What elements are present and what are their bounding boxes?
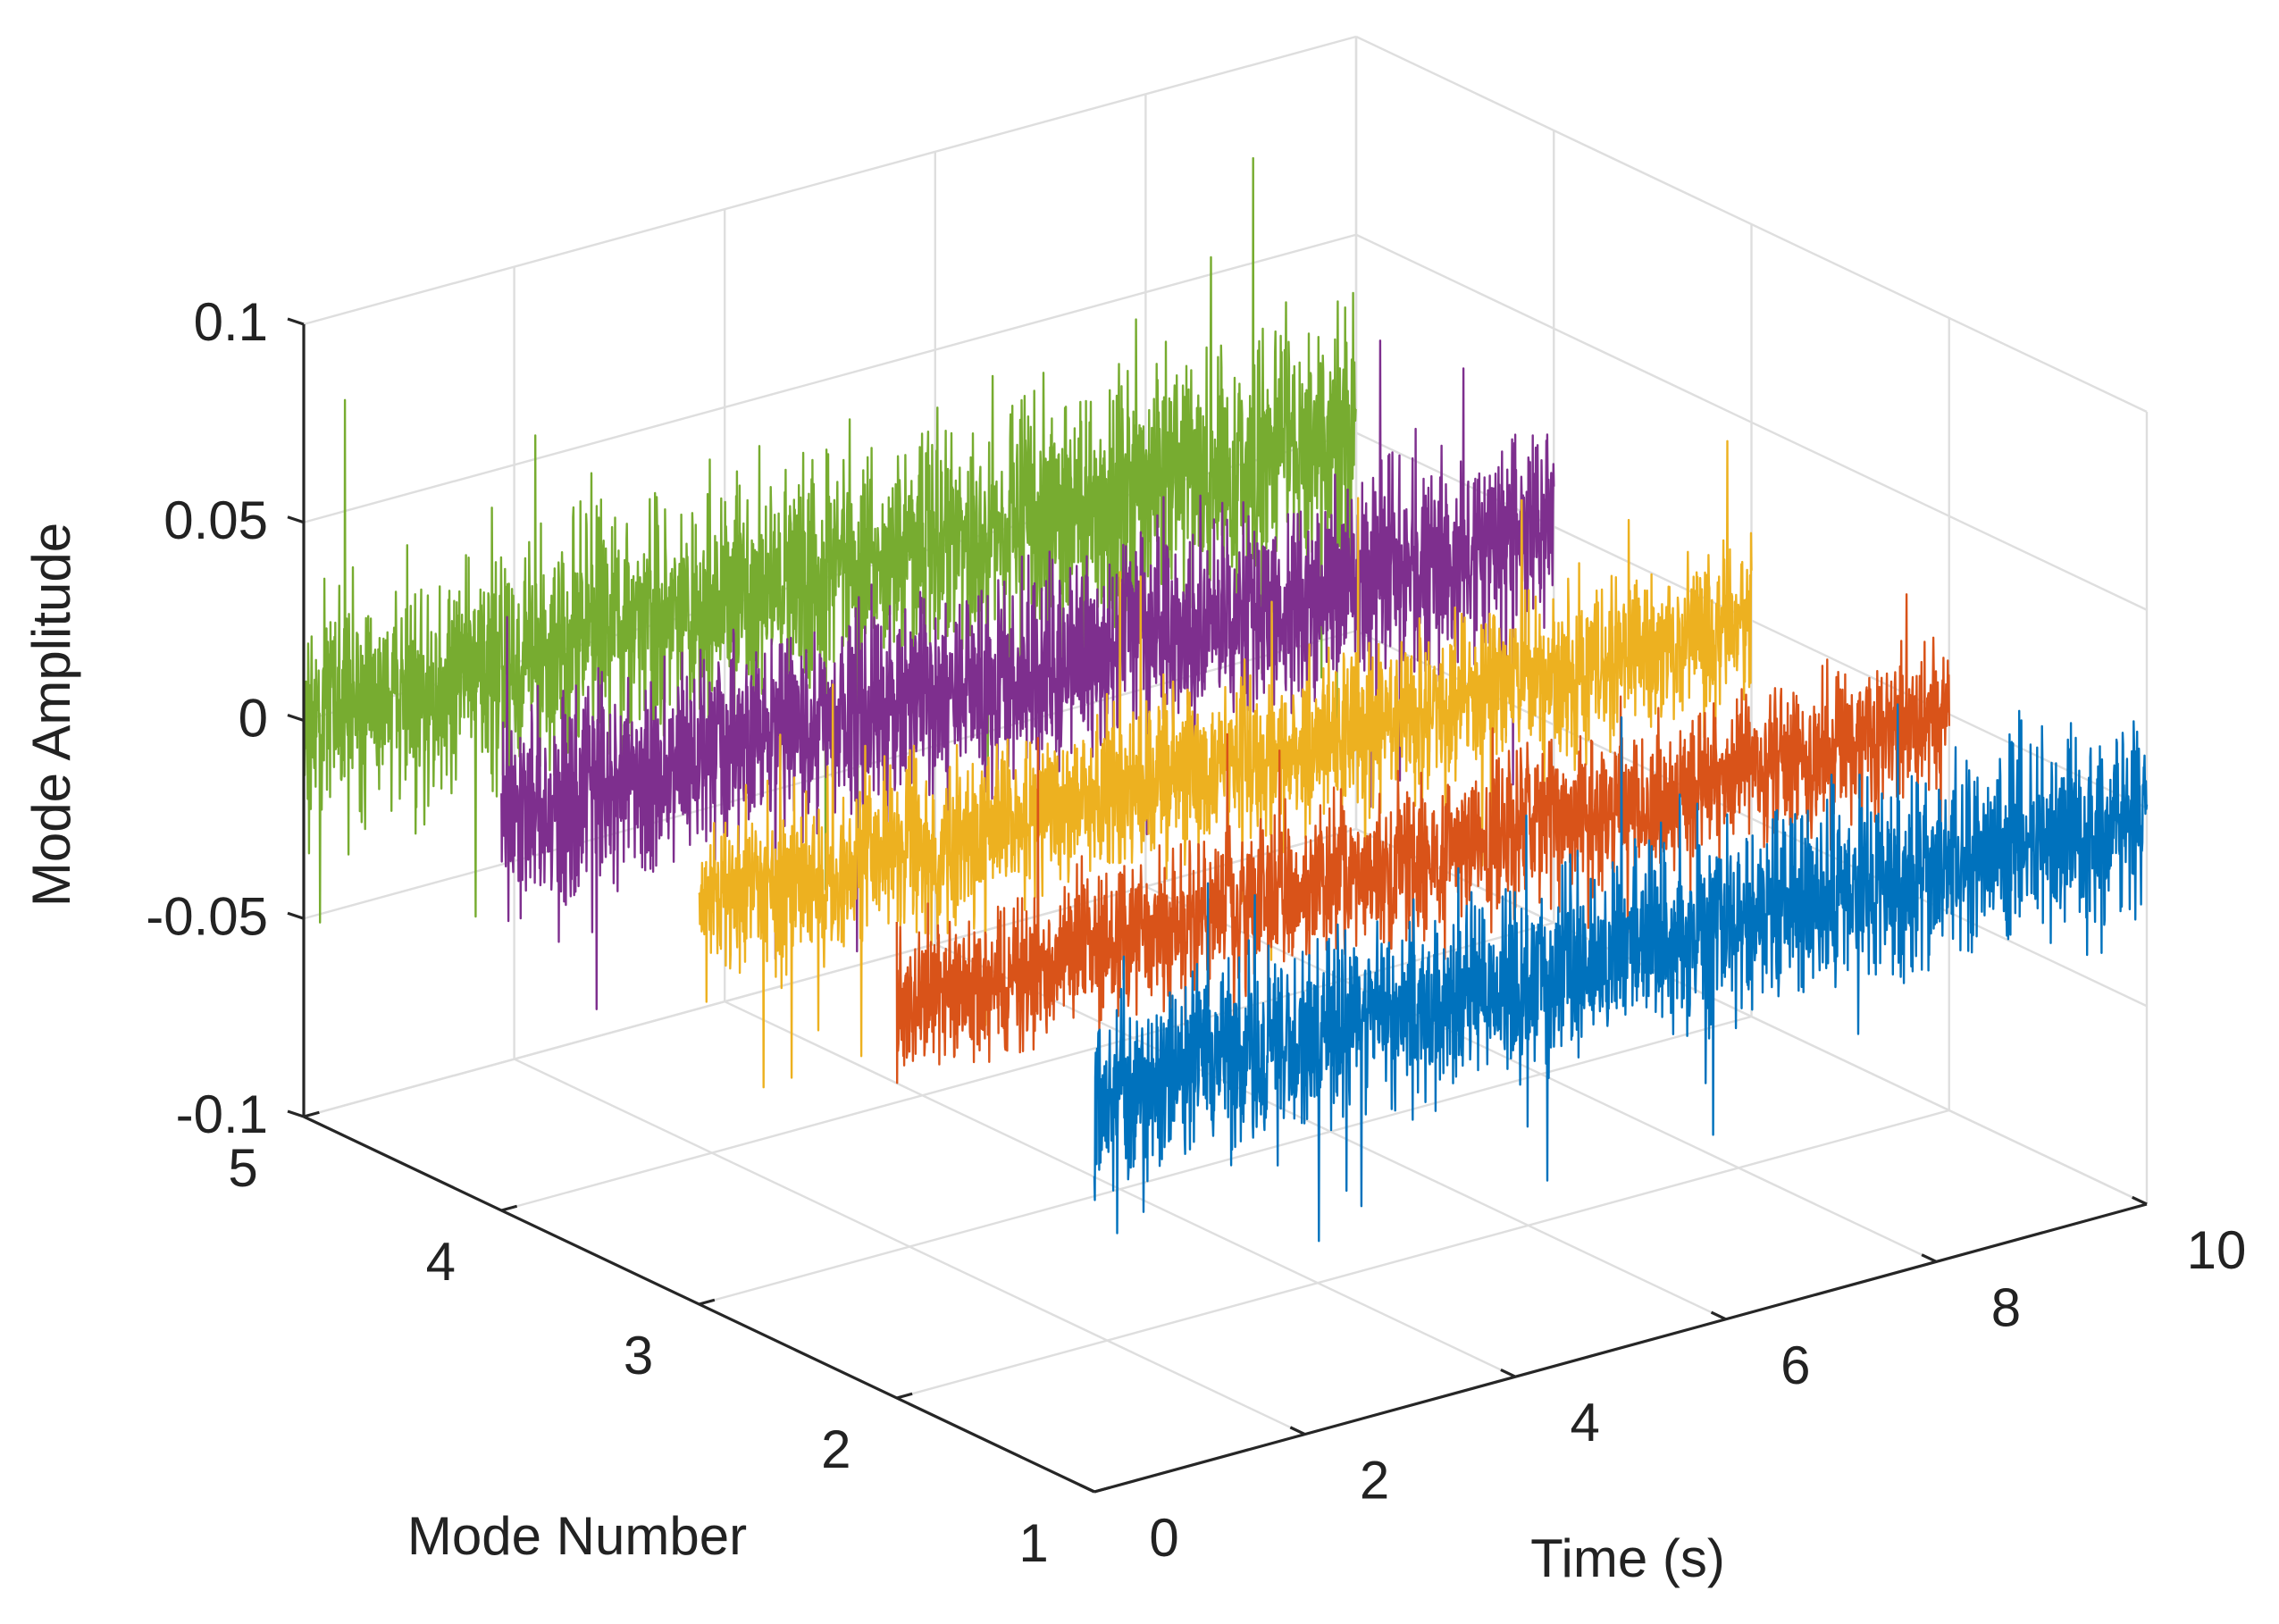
x-tick-mark: [1921, 1253, 1938, 1263]
y-tick-mark: [896, 1392, 913, 1400]
x-tick-mark: [1289, 1426, 1306, 1436]
grid-line: [1355, 35, 2148, 414]
z-tick-mark: [287, 911, 305, 920]
x-tick-label: 4: [1571, 1393, 1600, 1452]
z-tick-mark: [287, 515, 305, 524]
series-line-mode-3: [698, 439, 1753, 1089]
y-tick-label: 2: [821, 1419, 850, 1479]
x-tick-label: 6: [1780, 1335, 1810, 1395]
x-tick-mark: [2132, 1195, 2148, 1206]
x-tick-mark: [1710, 1310, 1727, 1321]
y-tick-mark: [303, 1110, 320, 1118]
x-tick-label: 10: [2187, 1220, 2247, 1280]
z-tick-mark: [287, 317, 305, 326]
grid-line: [896, 1109, 1950, 1400]
series-line-mode-1: [1093, 703, 2149, 1243]
grid-line: [1355, 233, 2148, 611]
x-tick-mark: [1079, 1483, 1095, 1494]
z-tick-mark: [287, 713, 305, 723]
x-axis-line: [1093, 1202, 2148, 1494]
x-tick-label: 8: [1991, 1277, 2021, 1337]
y-tick-mark: [500, 1204, 518, 1212]
z-tick-label: 0.05: [163, 490, 268, 550]
y-tick-mark: [699, 1298, 716, 1306]
z-tick-label: 0: [239, 689, 268, 749]
z-tick-mark: [287, 1109, 305, 1118]
series-line-mode-2: [895, 593, 1950, 1084]
y-tick-label: 4: [426, 1232, 456, 1292]
y-tick-label: 5: [228, 1138, 257, 1198]
x-axis-label: Time (s): [1530, 1528, 1725, 1588]
y-tick-mark: [1093, 1486, 1110, 1494]
series-layer: [302, 156, 2149, 1243]
z-tick-label: -0.05: [146, 886, 268, 946]
z-tick-label: -0.1: [176, 1084, 268, 1144]
y-axis-label: Mode Number: [407, 1506, 747, 1566]
x-tick-label: 2: [1360, 1451, 1389, 1511]
grid-line: [303, 233, 1357, 523]
z-tick-label: 0.1: [194, 292, 268, 352]
series-line-mode-4: [500, 339, 1555, 1010]
grid-line: [699, 1015, 1752, 1306]
y-tick-label: 1: [1018, 1513, 1048, 1573]
x-tick-mark: [1500, 1369, 1516, 1378]
x-tick-label: 0: [1149, 1508, 1178, 1568]
y-tick-label: 3: [624, 1326, 653, 1385]
series-line-mode-5: [302, 156, 1357, 924]
z-axis-label: Mode Amplitude: [21, 523, 81, 907]
grid-line: [303, 35, 1357, 326]
